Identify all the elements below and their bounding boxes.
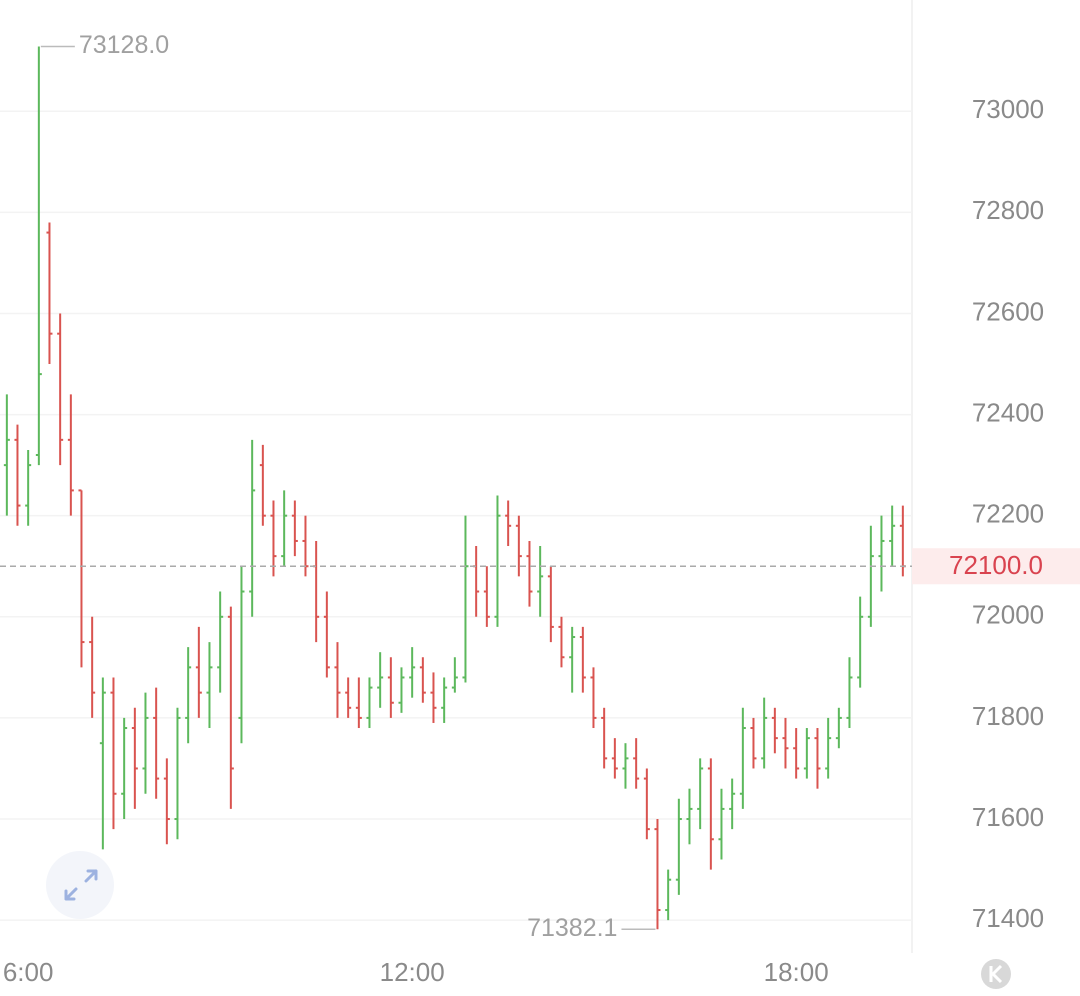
y-tick-label: 71400 [972, 903, 1044, 933]
y-tick-label: 71600 [972, 802, 1044, 832]
k-icon[interactable] [989, 964, 1003, 984]
last-price-box [912, 548, 1080, 585]
x-tick-label: 18:00 [764, 957, 829, 987]
expand-bg[interactable] [46, 851, 114, 919]
expand-icon[interactable] [64, 869, 98, 901]
y-tick-label: 73000 [972, 94, 1044, 124]
high-label: 73128.0 [79, 31, 169, 59]
y-tick-label: 72200 [972, 499, 1044, 529]
expand-button[interactable] [46, 851, 114, 919]
low-label: 71382.1 [527, 914, 617, 942]
y-tick-label: 72600 [972, 296, 1044, 326]
x-tick-label: 6:00 [3, 957, 54, 987]
k-bg[interactable] [981, 959, 1011, 989]
k-button[interactable] [981, 959, 1011, 989]
x-tick-label: 12:00 [380, 957, 445, 987]
y-tick-label: 72400 [972, 397, 1044, 427]
y-tick-label: 72000 [972, 600, 1044, 630]
last-price-label: 72100.0 [949, 550, 1043, 580]
y-tick-label: 72800 [972, 195, 1044, 225]
y-tick-label: 71800 [972, 701, 1044, 731]
